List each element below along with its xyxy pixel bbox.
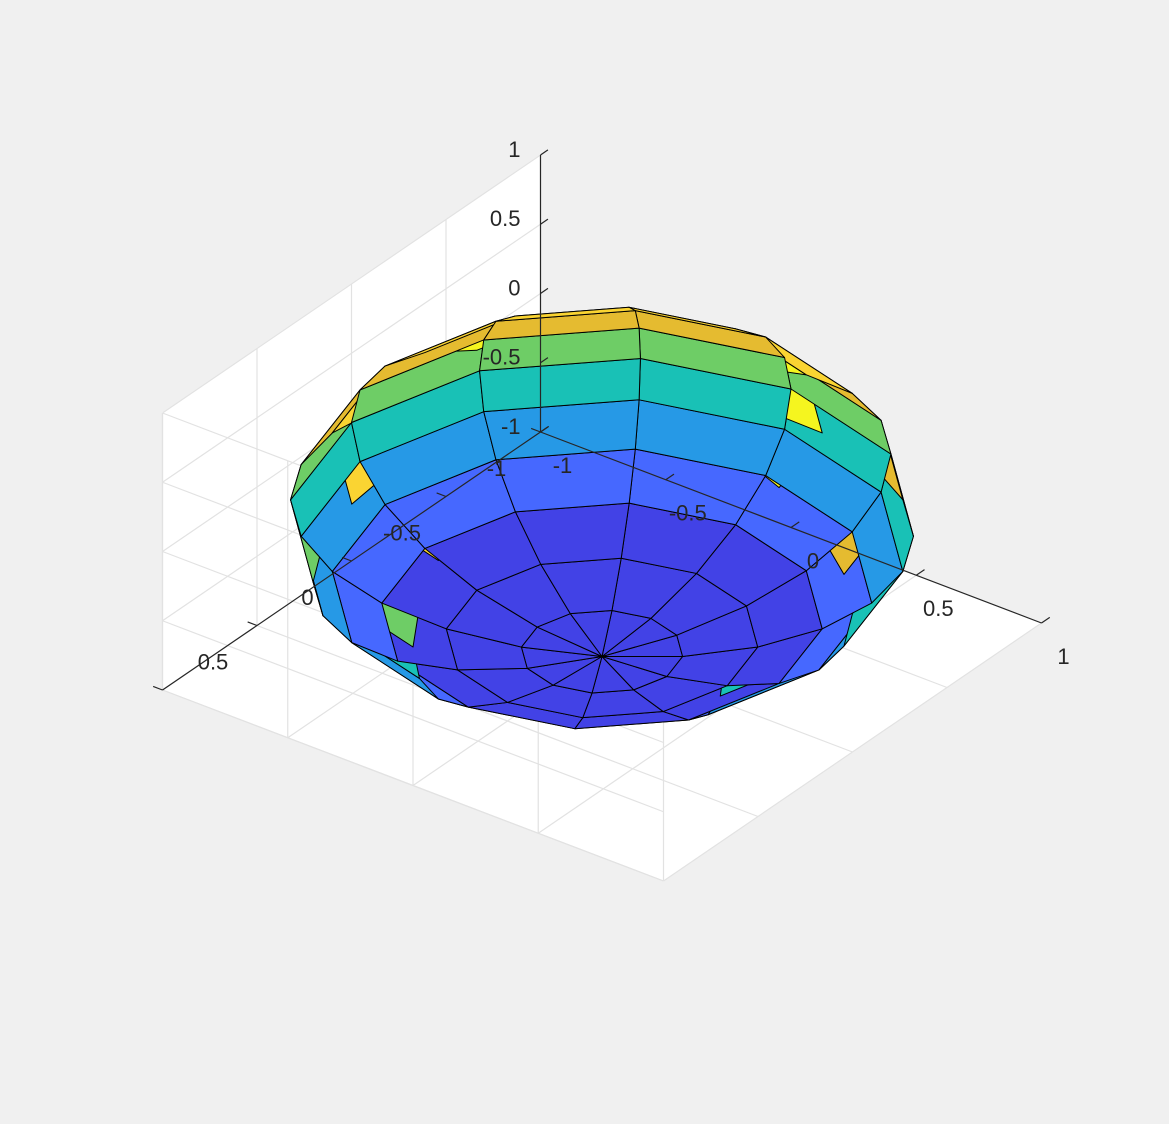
axis-ticks — [152, 149, 1051, 691]
x-tick-3 — [915, 569, 925, 576]
z-tick-1 — [540, 357, 549, 364]
y-tick-0 — [530, 427, 541, 433]
x-tick-2 — [790, 521, 800, 528]
y-tick-2 — [341, 556, 352, 562]
y-tick-4 — [152, 685, 163, 691]
z-tick-0 — [540, 426, 549, 433]
grid-back-z-0 — [162, 689, 664, 882]
z-tick-3 — [540, 218, 549, 225]
x-tick-1 — [665, 473, 675, 481]
z-tick-label-2: 0 — [508, 275, 520, 300]
y-tick-3 — [247, 621, 258, 627]
y-tick-1 — [436, 492, 447, 498]
axis-tick-labels: -1 -0.5 0 0.5 1 -1 -0.5 0 0.5 -1 -0.5 0 0.5 1 — [198, 137, 1070, 675]
y-tick-label-2: 0 — [301, 585, 313, 610]
z-tick-label-0: -1 — [501, 414, 521, 439]
y-tick-label-0: -1 — [487, 456, 507, 481]
x-tick-label-4: 1 — [1057, 644, 1069, 669]
x-tick-label-1: -0.5 — [669, 501, 707, 526]
y-tick-label-1: -0.5 — [383, 520, 421, 545]
x-tick-label-0: -1 — [553, 453, 573, 478]
z-tick-4 — [540, 149, 549, 156]
z-tick-2 — [540, 287, 549, 294]
grid-back-z-1 — [162, 620, 664, 813]
z-tick-label-1: -0.5 — [483, 345, 521, 370]
x-tick-label-3: 0.5 — [923, 596, 954, 621]
x-tick-label-2: 0 — [807, 548, 819, 573]
y-tick-label-3: 0.5 — [198, 649, 229, 674]
grid-side-z-4 — [162, 154, 541, 414]
grid-side-z-3 — [162, 223, 541, 483]
z-tick-label-4: 1 — [508, 137, 520, 162]
surface-patch-8-1 — [495, 306, 636, 322]
x-tick-4 — [1041, 616, 1051, 624]
z-tick-label-3: 0.5 — [490, 206, 521, 231]
grid-floor-y-3 — [256, 624, 759, 818]
